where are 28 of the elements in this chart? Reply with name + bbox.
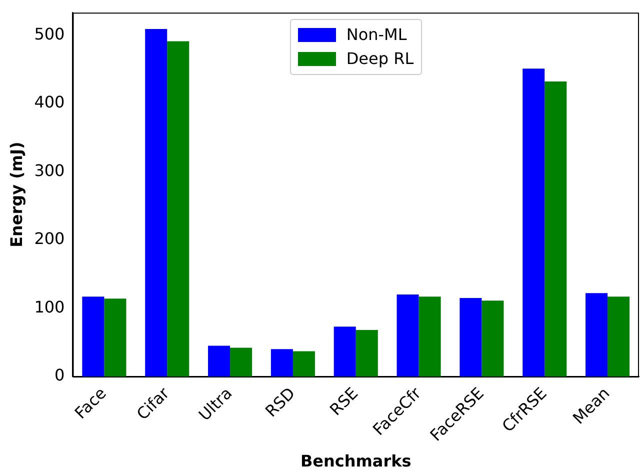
bar [145, 28, 168, 376]
y-tick-label: 400 [34, 92, 65, 112]
y-tick-label: 500 [34, 24, 65, 44]
bar [208, 346, 230, 376]
legend-label: Deep RL [346, 48, 414, 70]
bar [586, 293, 608, 376]
y-axis-title: Energy (mJ) [6, 142, 26, 248]
bar [104, 298, 126, 376]
bar [356, 330, 378, 376]
y-tick-label: 200 [34, 229, 65, 248]
bar [292, 351, 315, 376]
bar [418, 296, 441, 376]
y-tick-label: 300 [34, 160, 65, 180]
bar [334, 326, 356, 376]
bar [270, 349, 293, 376]
bar [522, 68, 545, 376]
bar [82, 296, 104, 376]
bar [482, 300, 504, 376]
y-tick-label: 0 [54, 366, 65, 385]
x-axis-title: Benchmarks [300, 452, 412, 471]
bar [396, 294, 419, 376]
bar [608, 296, 630, 376]
y-tick-label: 100 [34, 297, 65, 316]
bar [167, 41, 190, 376]
bar [460, 298, 482, 376]
legend-label: Non-ML [346, 24, 407, 46]
bar [544, 82, 567, 376]
bar [230, 348, 252, 376]
